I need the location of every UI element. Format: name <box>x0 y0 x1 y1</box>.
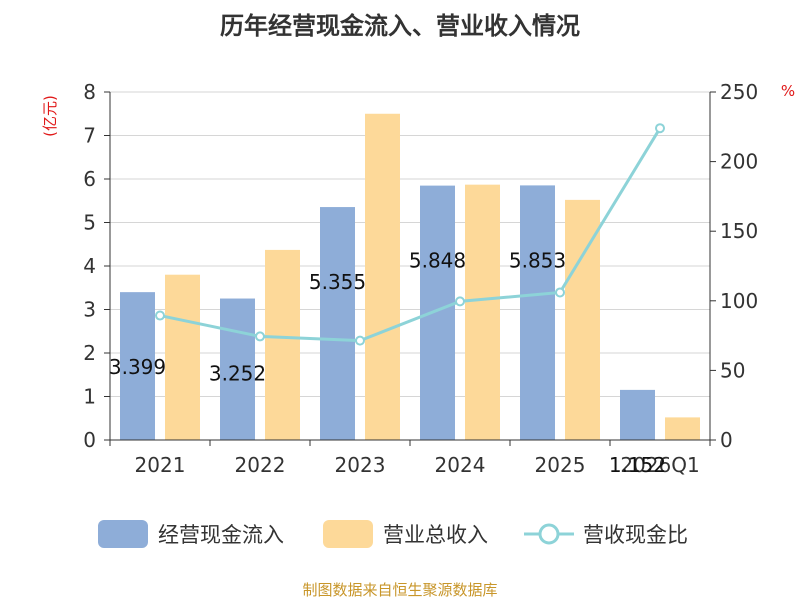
bar-revenue <box>565 199 600 440</box>
legend: 经营现金流入 营业总收入 营收现金比 <box>98 520 688 548</box>
bar-revenue <box>465 184 500 440</box>
left-tick-label: 7 <box>83 124 96 148</box>
ratio-point <box>355 335 365 346</box>
cash-inflow-value-label: 5.355 <box>309 270 366 294</box>
cash-inflow-value-label: 3.252 <box>209 362 266 386</box>
source-note: 制图数据来自恒生聚源数据库 <box>302 581 497 599</box>
x-tick-label: 2025 <box>535 453 586 477</box>
x-tick-label: 2022 <box>235 453 286 477</box>
cash-inflow-value-label: 5.848 <box>409 249 466 273</box>
ratio-point <box>455 296 465 307</box>
bars <box>120 113 700 440</box>
bar-cash-inflow <box>520 185 555 440</box>
right-tick-label: 250 <box>720 80 758 104</box>
ratio-point <box>555 287 565 298</box>
x-tick-label: 2023 <box>335 453 386 477</box>
data-labels: 3.399 3.252 5.355 5.848 5.853 1.152 <box>109 248 666 476</box>
chart-title: 历年经营现金流入、营业收入情况 <box>220 12 580 40</box>
left-tick-label: 5 <box>83 211 96 235</box>
bar-cash-inflow <box>620 389 655 440</box>
cash-inflow-value-label: 3.399 <box>109 355 166 379</box>
left-tick-label: 6 <box>83 167 96 191</box>
legend-swatch-ratio-marker <box>538 523 560 545</box>
axes: 0 1 2 3 4 5 6 7 8 0 50 100 150 200 250 2021 2022 2023 2024… <box>83 80 758 477</box>
ratio-line-path <box>159 127 662 343</box>
x-tick-label: 2026Q1 <box>620 453 699 477</box>
bar-cash-inflow <box>420 185 455 440</box>
left-tick-label: 2 <box>83 341 96 365</box>
ratio-point <box>255 331 265 342</box>
bar-cash-inflow <box>320 207 355 440</box>
left-tick-label: 1 <box>83 385 96 409</box>
cash-inflow-value-label: 1.152 <box>609 453 666 477</box>
left-tick-label: 0 <box>83 428 96 452</box>
gridlines <box>110 91 710 397</box>
left-tick-label: 8 <box>83 80 96 104</box>
right-tick-label: 50 <box>720 358 745 382</box>
cash-inflow-value-label: 5.853 <box>509 248 566 272</box>
x-tick-label: 2021 <box>135 453 186 477</box>
left-axis-unit: (亿元) <box>41 95 59 137</box>
legend-swatch-revenue <box>323 520 373 548</box>
x-tick-label: 2024 <box>435 453 486 477</box>
right-tick-label: 100 <box>720 289 758 313</box>
bar-revenue <box>365 113 400 440</box>
bar-cash-inflow <box>120 292 155 440</box>
bar-revenue <box>265 249 300 440</box>
bar-cash-inflow <box>220 298 255 440</box>
bar-revenue <box>165 274 200 440</box>
ratio-point <box>655 123 665 134</box>
ratio-point <box>155 310 165 321</box>
legend-swatch-cash-inflow <box>98 520 148 548</box>
legend-label-revenue: 营业总收入 <box>383 523 488 547</box>
left-tick-label: 3 <box>83 298 96 322</box>
right-tick-label: 150 <box>720 219 758 243</box>
right-axis-unit: % <box>781 82 795 100</box>
legend-label-cash-inflow: 经营现金流入 <box>158 523 284 547</box>
left-tick-label: 4 <box>83 254 96 278</box>
ratio-line <box>155 123 665 346</box>
bar-revenue <box>665 417 700 440</box>
right-tick-label: 200 <box>720 150 758 174</box>
right-tick-label: 0 <box>720 428 733 452</box>
legend-label-ratio: 营收现金比 <box>583 523 688 547</box>
